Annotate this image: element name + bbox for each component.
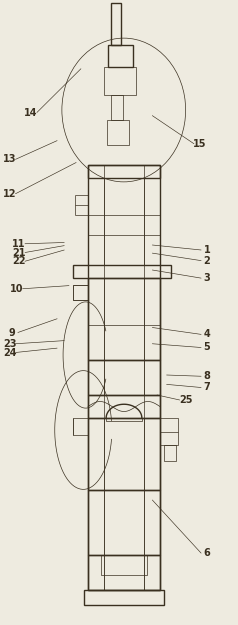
Text: 12: 12 — [3, 189, 16, 199]
Bar — [88, 395, 160, 418]
Bar — [88, 555, 160, 590]
Text: 5: 5 — [204, 342, 210, 352]
Text: 6: 6 — [204, 548, 210, 558]
Text: 25: 25 — [179, 395, 192, 405]
Text: 9: 9 — [9, 328, 15, 338]
Bar — [88, 165, 160, 590]
Bar — [108, 45, 133, 67]
Text: 11: 11 — [12, 239, 26, 249]
Bar — [111, 95, 123, 120]
Bar — [73, 418, 88, 435]
Bar — [88, 418, 160, 490]
Bar — [88, 278, 160, 360]
Text: 8: 8 — [204, 371, 210, 381]
Bar — [111, 3, 121, 45]
Bar — [160, 418, 178, 445]
Text: 4: 4 — [204, 329, 210, 339]
Text: 24: 24 — [3, 348, 16, 358]
Text: 13: 13 — [3, 154, 16, 164]
Bar — [106, 418, 142, 421]
Bar — [88, 360, 160, 395]
Bar — [107, 120, 129, 145]
Bar — [164, 445, 176, 461]
Bar — [88, 490, 160, 555]
Text: 22: 22 — [12, 256, 26, 266]
Text: 7: 7 — [204, 382, 210, 392]
Bar — [73, 285, 88, 300]
Text: 14: 14 — [24, 107, 38, 118]
Text: 21: 21 — [12, 248, 26, 258]
Text: 2: 2 — [204, 256, 210, 266]
Bar — [101, 555, 147, 575]
Bar — [73, 265, 171, 278]
Text: 15: 15 — [193, 139, 207, 149]
Text: 1: 1 — [204, 245, 210, 255]
Bar — [104, 67, 136, 95]
Text: 23: 23 — [3, 339, 16, 349]
Bar — [88, 165, 160, 178]
Text: 3: 3 — [204, 273, 210, 283]
Bar — [84, 590, 164, 605]
Text: 10: 10 — [10, 284, 23, 294]
